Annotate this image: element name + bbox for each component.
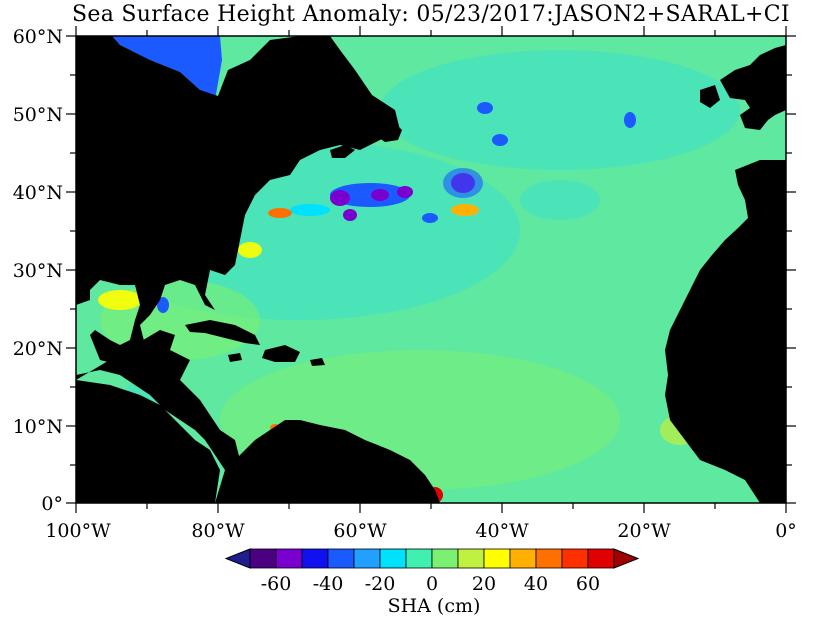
colorbar-swatch (561, 548, 589, 569)
land-mask (76, 36, 786, 503)
colorbar-swatch (327, 548, 355, 569)
lat-labels: 60°N 50°N 40°N 30°N 20°N 10°N 0° (13, 26, 63, 515)
lat-label-60n: 60°N (13, 26, 63, 48)
colorbar-swatch (535, 548, 563, 569)
lon-label-80w: 80°W (191, 520, 245, 542)
colorbar-tick-label: -40 (313, 573, 344, 595)
colorbar-over-triangle (613, 548, 640, 569)
colorbar-swatch (249, 548, 277, 569)
colorbar-swatch (587, 548, 615, 569)
lon-label-100w: 100°W (45, 520, 111, 542)
colorbar-swatch (509, 548, 537, 569)
lon-label-0: 0° (775, 520, 797, 542)
colorbar-swatch (301, 548, 329, 569)
colorbar-swatch (275, 548, 303, 569)
lat-ticks (66, 35, 796, 504)
colorbar-tick-label: 40 (524, 573, 548, 595)
lon-label-40w: 40°W (475, 520, 529, 542)
lat-label-30n: 30°N (13, 260, 63, 282)
colorbar-tick-label: -20 (365, 573, 396, 595)
lon-labels: 100°W 80°W 60°W 40°W 20°W 0° (45, 520, 796, 542)
lon-label-20w: 20°W (617, 520, 671, 542)
colorbar-tick-label: 20 (472, 573, 496, 595)
map-title: Sea Surface Height Anomaly: 05/23/2017:J… (72, 2, 790, 27)
colorbar-swatch (431, 548, 459, 569)
lat-label-50n: 50°N (13, 104, 63, 126)
colorbar-swatch (457, 548, 485, 569)
lat-label-10n: 10°N (13, 416, 63, 438)
colorbar-unit-label: SHA (cm) (388, 595, 481, 617)
colorbar-swatch (405, 548, 433, 569)
lon-ticks (75, 26, 787, 513)
colorbar-swatch (353, 548, 381, 569)
lon-label-60w: 60°W (333, 520, 387, 542)
lat-label-20n: 20°N (13, 338, 63, 360)
colorbar-tick-label: -60 (261, 573, 292, 595)
labrador-anomaly (112, 36, 222, 100)
colorbar-tick-label: 0 (426, 573, 438, 595)
lat-label-0: 0° (41, 493, 63, 515)
colorbar-under-triangle (224, 548, 251, 569)
colorbar: -60 -40 -20 0 20 40 60 (224, 548, 640, 595)
colorbar-tick-label: 60 (576, 573, 600, 595)
colorbar-swatch (379, 548, 407, 569)
lat-label-40n: 40°N (13, 182, 63, 204)
colorbar-swatch (483, 548, 511, 569)
